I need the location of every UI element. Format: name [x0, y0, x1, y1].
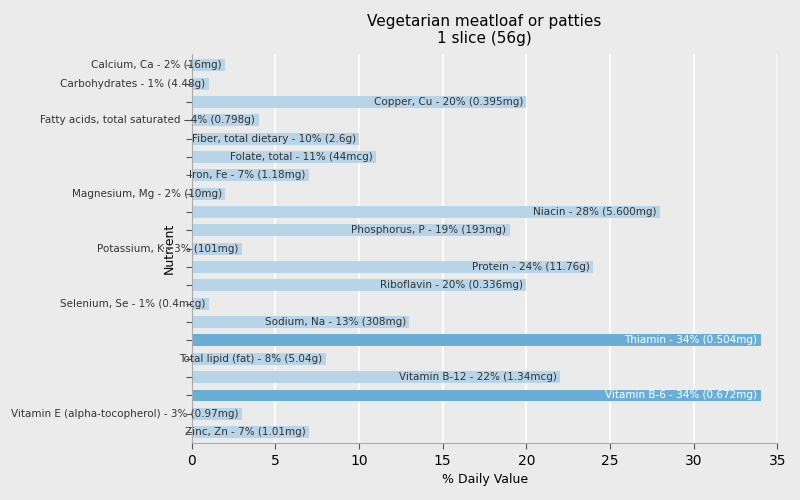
Bar — [192, 96, 526, 108]
Text: Fatty acids, total saturated - 4% (0.798g): Fatty acids, total saturated - 4% (0.798… — [41, 116, 255, 126]
Text: Zinc, Zn - 7% (1.01mg): Zinc, Zn - 7% (1.01mg) — [185, 427, 306, 437]
Text: Phosphorus, P - 19% (193mg): Phosphorus, P - 19% (193mg) — [351, 226, 506, 235]
Text: Selenium, Se - 1% (0.4mcg): Selenium, Se - 1% (0.4mcg) — [60, 299, 205, 309]
Bar — [192, 316, 410, 328]
Y-axis label: Nutrient: Nutrient — [163, 223, 176, 274]
Text: Folate, total - 11% (44mcg): Folate, total - 11% (44mcg) — [230, 152, 373, 162]
X-axis label: % Daily Value: % Daily Value — [442, 473, 528, 486]
Text: Vitamin B-12 - 22% (1.34mcg): Vitamin B-12 - 22% (1.34mcg) — [398, 372, 557, 382]
Text: Fiber, total dietary - 10% (2.6g): Fiber, total dietary - 10% (2.6g) — [192, 134, 356, 143]
Text: Riboflavin - 20% (0.336mg): Riboflavin - 20% (0.336mg) — [380, 280, 523, 290]
Text: Thiamin - 34% (0.504mg): Thiamin - 34% (0.504mg) — [624, 336, 758, 345]
Bar — [192, 224, 510, 236]
Bar — [192, 188, 226, 200]
Bar — [192, 60, 226, 72]
Bar — [192, 206, 660, 218]
Text: Protein - 24% (11.76g): Protein - 24% (11.76g) — [472, 262, 590, 272]
Text: Potassium, K - 3% (101mg): Potassium, K - 3% (101mg) — [98, 244, 238, 254]
Text: Total lipid (fat) - 8% (5.04g): Total lipid (fat) - 8% (5.04g) — [179, 354, 322, 364]
Bar — [192, 133, 359, 144]
Bar — [192, 353, 326, 364]
Text: Calcium, Ca - 2% (16mg): Calcium, Ca - 2% (16mg) — [91, 60, 222, 70]
Bar — [192, 280, 526, 291]
Text: Sodium, Na - 13% (308mg): Sodium, Na - 13% (308mg) — [265, 317, 406, 327]
Bar — [192, 261, 594, 273]
Bar — [192, 298, 209, 310]
Bar — [192, 78, 209, 90]
Bar — [192, 371, 560, 383]
Bar — [192, 408, 242, 420]
Bar — [192, 170, 309, 181]
Bar — [192, 334, 761, 346]
Bar — [192, 426, 309, 438]
Bar — [192, 151, 376, 163]
Text: Vitamin B-6 - 34% (0.672mg): Vitamin B-6 - 34% (0.672mg) — [606, 390, 758, 400]
Bar — [192, 390, 761, 402]
Bar — [192, 114, 258, 126]
Text: Carbohydrates - 1% (4.48g): Carbohydrates - 1% (4.48g) — [60, 78, 205, 88]
Text: Magnesium, Mg - 2% (10mg): Magnesium, Mg - 2% (10mg) — [72, 189, 222, 199]
Title: Vegetarian meatloaf or patties
1 slice (56g): Vegetarian meatloaf or patties 1 slice (… — [367, 14, 602, 46]
Text: Copper, Cu - 20% (0.395mg): Copper, Cu - 20% (0.395mg) — [374, 97, 523, 107]
Text: Niacin - 28% (5.600mg): Niacin - 28% (5.600mg) — [534, 207, 657, 217]
Bar — [192, 243, 242, 254]
Text: Vitamin E (alpha-tocopherol) - 3% (0.97mg): Vitamin E (alpha-tocopherol) - 3% (0.97m… — [11, 409, 238, 419]
Text: Iron, Fe - 7% (1.18mg): Iron, Fe - 7% (1.18mg) — [189, 170, 306, 180]
